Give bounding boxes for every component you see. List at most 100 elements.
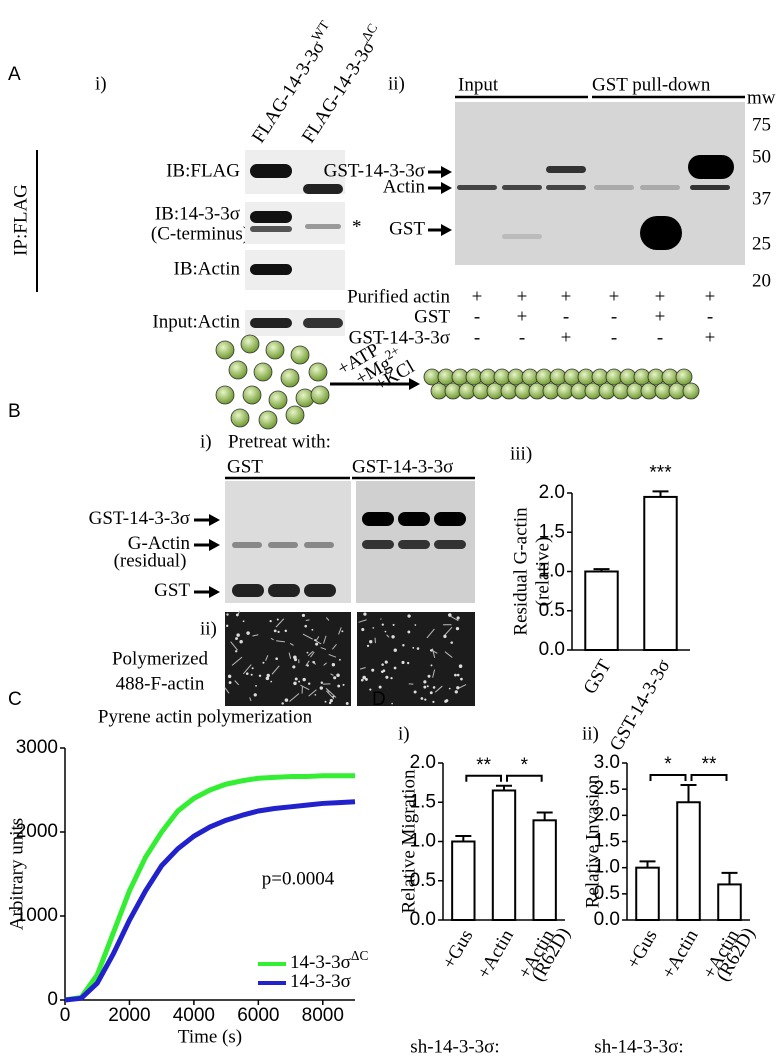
filament-monomer [661, 368, 679, 386]
filament-monomer [500, 382, 518, 400]
blot-row-label: IB:14-3-3σ [155, 203, 240, 224]
speck [366, 644, 370, 648]
speck [361, 627, 365, 632]
y-tick-label: 0.0 [410, 909, 436, 930]
band [594, 185, 634, 190]
y-tick-label: 0.5 [539, 600, 565, 621]
speck [426, 685, 429, 688]
condition-sign: + [517, 286, 528, 307]
speck [329, 699, 333, 703]
monomer [215, 385, 235, 405]
monomer [215, 340, 235, 360]
speck [444, 699, 448, 703]
condition-label: GST [414, 306, 450, 327]
band [457, 185, 497, 190]
speck [407, 630, 411, 634]
speck [423, 685, 427, 689]
x-axis-label: sh-14-3-3σ: [594, 1036, 683, 1057]
speck [365, 677, 368, 681]
band [304, 542, 334, 548]
group-label: GST [227, 456, 263, 477]
filament-monomer [528, 382, 546, 400]
filament [386, 634, 390, 638]
speck [381, 623, 384, 626]
speck [407, 614, 411, 618]
annotation: p=0.0004 [262, 868, 335, 889]
condition-sign: - [657, 327, 663, 348]
blot-row-label: IB:Actin [174, 258, 241, 279]
speck [456, 673, 460, 677]
speck [381, 663, 384, 666]
y-tick-label: 2.0 [410, 752, 436, 773]
ip-label: IP:FLAG [10, 184, 31, 256]
filament-monomer [682, 382, 700, 400]
condition-sign: + [609, 286, 620, 307]
x-tick-label: +Actin [658, 926, 703, 983]
filament [224, 687, 230, 694]
speck [284, 629, 288, 633]
filament-monomer [577, 368, 595, 386]
band-label-main: G-Actin [128, 533, 191, 554]
speck [304, 624, 308, 628]
y-tick-label: 1.5 [410, 791, 436, 812]
speck [454, 690, 458, 694]
monomer [285, 405, 305, 425]
micrograph [225, 612, 351, 706]
filament-monomer [668, 382, 686, 400]
y-tick-label: 2.0 [539, 482, 565, 503]
band-label: GST [154, 580, 190, 601]
speck [262, 661, 265, 664]
speck [266, 673, 270, 678]
filament [358, 619, 367, 623]
filament [288, 652, 292, 659]
condition-sign: - [611, 306, 617, 327]
condition-sign: - [707, 306, 713, 327]
filament [305, 660, 310, 667]
band-label: GST-14-3-3σ [324, 160, 425, 181]
filament [310, 651, 315, 658]
monomer [290, 345, 310, 365]
bar [717, 883, 742, 921]
bar [635, 866, 660, 922]
speck [315, 642, 319, 646]
filament [234, 680, 240, 686]
condition-sign: + [561, 286, 572, 307]
filament-monomer [570, 382, 588, 400]
speck [255, 684, 257, 687]
y-tick-label: 0.0 [594, 909, 620, 930]
band [690, 185, 730, 190]
filament-monomer [605, 368, 623, 386]
speck [455, 627, 460, 631]
speck [293, 655, 297, 660]
speck [416, 647, 420, 650]
bar [643, 495, 678, 651]
significance-label: * [664, 754, 672, 775]
speck [402, 644, 405, 647]
speck [385, 675, 389, 679]
speck [391, 702, 393, 705]
y-tick-label: 1000 [16, 905, 58, 926]
series-line [64, 773, 355, 1003]
sub-label: ii) [388, 73, 405, 94]
speck [427, 674, 431, 678]
error-bar [680, 783, 697, 803]
bar [451, 840, 476, 921]
filament [426, 628, 435, 639]
speck [281, 702, 284, 705]
speck [430, 664, 433, 667]
filament [443, 626, 453, 637]
band-label: G-Actin [128, 533, 191, 554]
speck [369, 688, 372, 691]
speck [311, 628, 314, 631]
filament [275, 618, 285, 628]
monomer [242, 385, 262, 405]
arrow-head [409, 378, 420, 390]
filament [434, 685, 443, 693]
speck [454, 673, 457, 677]
speck [371, 668, 375, 672]
monomer [265, 340, 285, 360]
band [268, 542, 298, 548]
y-tick-label: 1.5 [594, 831, 620, 852]
bar [584, 570, 619, 651]
y-tick-label: 1.0 [594, 857, 620, 878]
